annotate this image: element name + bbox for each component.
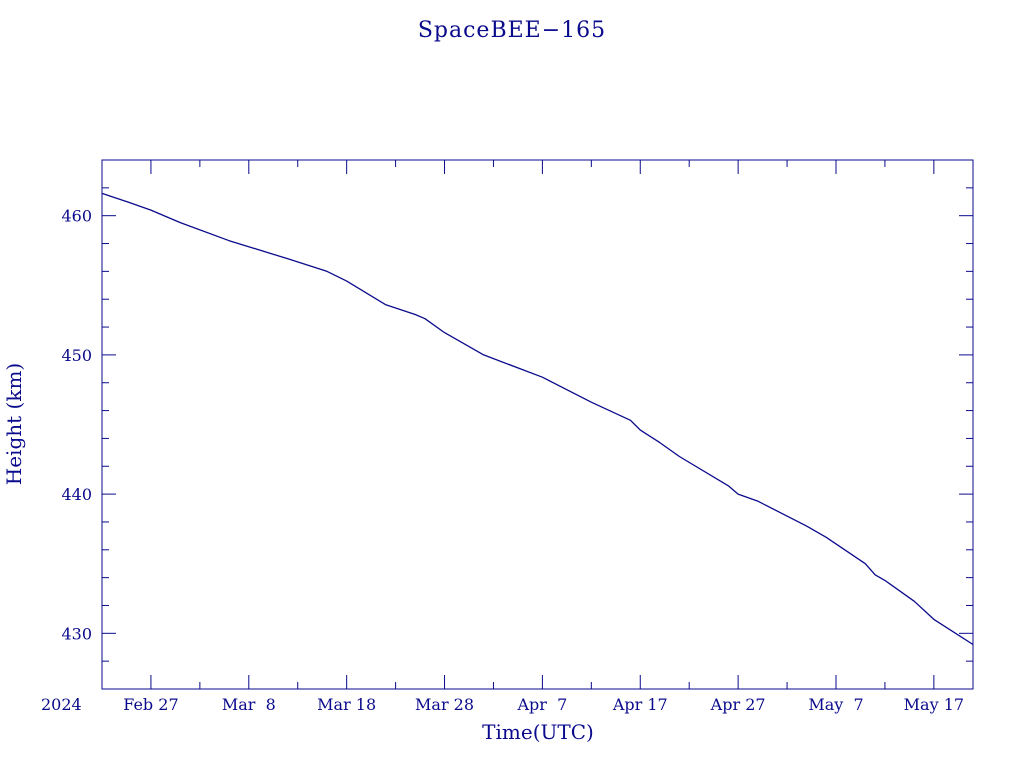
x-tick-label: Mar 8 [222, 695, 276, 714]
x-tick-label: Apr 27 [710, 695, 766, 714]
x-tick-label: Apr 17 [612, 695, 668, 714]
x-axis-year-label: 2024 [41, 695, 82, 714]
y-tick-label: 440 [61, 485, 92, 504]
x-tick-label: Apr 7 [516, 695, 567, 714]
chart-title: SpaceBEE−165 [418, 18, 606, 43]
x-axis-title: Time(UTC) [482, 720, 594, 744]
y-tick-label: 450 [61, 346, 92, 365]
series-line-height [101, 192, 974, 646]
x-tick-label: Mar 18 [317, 695, 376, 714]
axis-tick-labels: 430 440 450 460 Feb 27 Mar 8 Mar 18 Mar 28 Apr 7… [61, 207, 964, 714]
x-tick-label: Mar 28 [415, 695, 474, 714]
axis-ticks [101, 159, 973, 690]
y-tick-label: 430 [61, 624, 92, 643]
y-axis-title: Height (km) [2, 363, 26, 485]
x-tick-label: May 7 [808, 695, 863, 714]
plot-frame [101, 159, 974, 690]
y-tick-label: 460 [61, 207, 92, 226]
x-tick-label: May 17 [904, 695, 964, 714]
x-tick-label: Feb 27 [123, 695, 178, 714]
